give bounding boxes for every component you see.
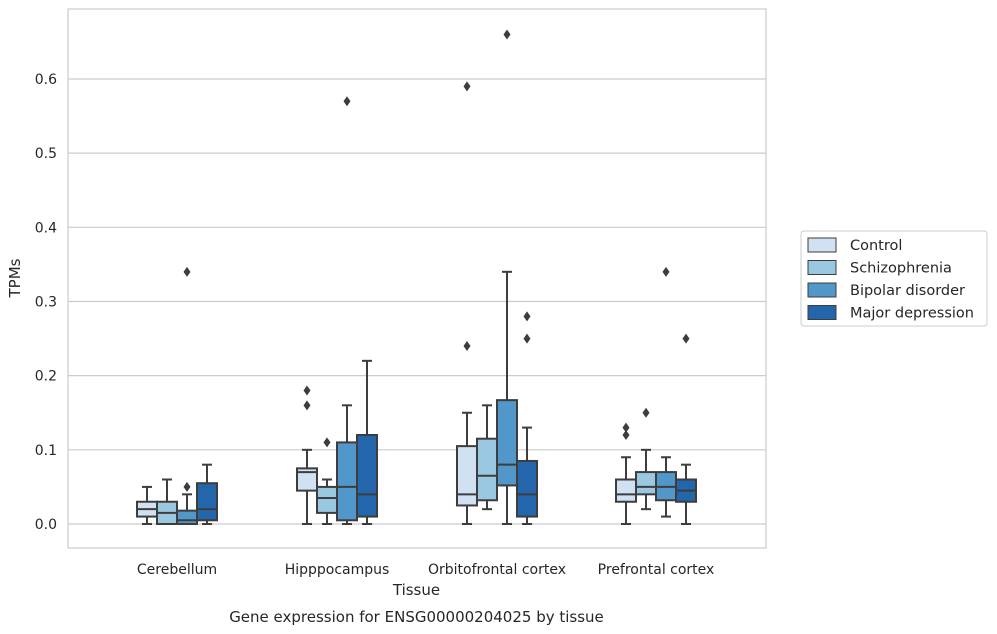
- box-plots: [136, 29, 697, 526]
- y-tick-labels: 0.0 0.1 0.2 0.3 0.4 0.5 0.6: [35, 72, 57, 533]
- outlier-point: [183, 266, 191, 277]
- x-tick-label: Hipppocampus: [285, 562, 390, 578]
- outlier-point: [682, 333, 690, 344]
- legend-label: Schizophrenia: [850, 261, 952, 277]
- iqr-box: [456, 445, 478, 507]
- y-tick-label: 0.6: [35, 72, 57, 88]
- legend-label: Major depression: [850, 306, 974, 322]
- box-plot: [456, 81, 478, 525]
- legend-swatch: [807, 305, 837, 320]
- chart-title: Gene expression for ENSG00000204025 by t…: [229, 608, 604, 626]
- x-tick-labels: Cerebellum Hipppocampus Orbitofrontal cort…: [137, 562, 714, 578]
- y-tick-label: 0.0: [35, 517, 57, 533]
- box-plot: [196, 463, 218, 525]
- y-tick-label: 0.3: [35, 294, 57, 310]
- legend-swatch: [807, 260, 837, 275]
- box-plot: [316, 437, 338, 525]
- plot-frame: [67, 8, 767, 549]
- box-plot: [635, 407, 657, 511]
- outlier-point: [622, 422, 630, 433]
- legend-label: Bipolar disorder: [850, 283, 965, 299]
- iqr-box: [516, 459, 538, 518]
- box-plot: [496, 29, 518, 525]
- x-tick-label: Orbitofrontal cortex: [428, 562, 566, 578]
- x-tick-label: Prefrontal cortex: [598, 562, 715, 578]
- x-tick-label: Cerebellum: [137, 562, 217, 578]
- y-tick-label: 0.1: [35, 443, 57, 459]
- legend-frame: [800, 230, 988, 327]
- box-plot: [156, 478, 178, 525]
- outlier-point: [662, 266, 670, 277]
- box-plot: [176, 266, 198, 526]
- iqr-box: [176, 509, 198, 526]
- box-plot: [516, 311, 538, 525]
- box-plot: [476, 404, 498, 511]
- iqr-box: [316, 485, 338, 514]
- iqr-box: [635, 471, 657, 496]
- y-tick-label: 0.5: [35, 146, 57, 162]
- x-axis-title: Tissue: [392, 581, 440, 599]
- box-plot: [655, 266, 677, 518]
- outlier-point: [642, 407, 650, 418]
- iqr-box: [615, 478, 637, 503]
- legend-label: Control: [850, 238, 902, 254]
- y-tick-label: 0.2: [35, 369, 57, 385]
- outlier-point: [183, 481, 191, 492]
- outlier-point: [503, 29, 511, 40]
- iqr-box: [356, 433, 378, 518]
- outlier-point: [343, 96, 351, 107]
- box-plot: [136, 485, 158, 525]
- box-plot: [296, 385, 318, 525]
- box-plot: [336, 96, 358, 525]
- outlier-point: [463, 340, 471, 351]
- iqr-box: [336, 441, 358, 522]
- legend-swatch: [807, 237, 837, 253]
- outlier-point: [323, 437, 331, 448]
- outlier-point: [303, 400, 311, 411]
- outlier-point: [303, 385, 311, 396]
- outlier-point: [463, 81, 471, 92]
- y-tick-label: 0.4: [35, 220, 57, 236]
- legend: Control Schizophrenia Bipolar disorder Majo…: [800, 230, 988, 327]
- outlier-point: [622, 429, 630, 440]
- outlier-point: [523, 333, 531, 344]
- iqr-box: [296, 467, 318, 492]
- box-plot: [356, 359, 378, 525]
- iqr-box: [476, 437, 498, 502]
- box-plot: [615, 422, 637, 525]
- box-plot: [675, 333, 697, 525]
- legend-swatch: [807, 282, 837, 298]
- outlier-point: [523, 311, 531, 322]
- y-axis-title: TPMs: [6, 258, 24, 298]
- iqr-box: [496, 399, 518, 487]
- iqr-box: [196, 482, 218, 522]
- grid-lines: [68, 78, 766, 525]
